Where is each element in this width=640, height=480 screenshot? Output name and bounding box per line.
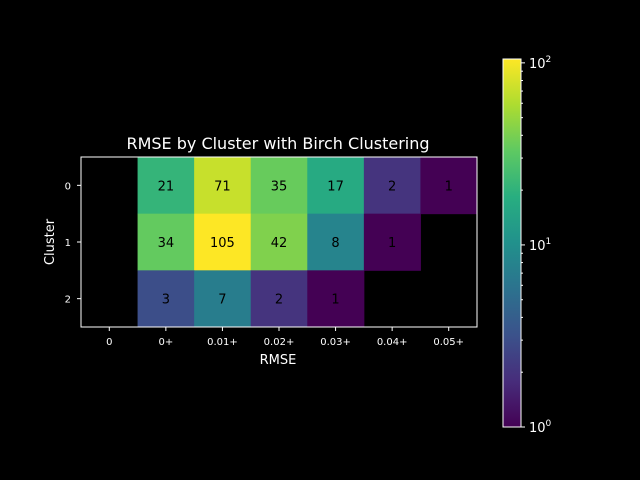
cell-value-label: 8	[331, 236, 339, 251]
cell-value-label: 1	[445, 179, 453, 194]
x-tick-label: 0	[106, 337, 112, 348]
heatmap-cell	[194, 157, 252, 215]
cell-value-label: 2	[275, 293, 283, 308]
y-axis-label: Cluster	[43, 218, 58, 265]
x-tick-label: 0.01+	[207, 337, 238, 348]
heatmap-cell	[250, 213, 308, 271]
heatmap-cell	[307, 157, 365, 215]
cell-value-label: 42	[271, 236, 288, 251]
x-tick-label: 0.04+	[377, 337, 408, 348]
cell-value-label: 2	[388, 179, 396, 194]
colorbar-tick-label: 100	[529, 419, 552, 436]
heatmap-cell	[194, 213, 252, 271]
heatmap-cell	[363, 157, 421, 215]
cell-value-label: 1	[331, 293, 339, 308]
heatmap-cell	[420, 157, 478, 215]
cell-value-label: 35	[271, 179, 288, 194]
x-axis-label: RMSE	[260, 353, 297, 368]
heatmap-cell	[363, 213, 421, 271]
heatmap-cell	[250, 157, 308, 215]
heatmap-cell	[307, 270, 365, 328]
heatmap-cell	[307, 213, 365, 271]
y-tick-label: 0	[65, 181, 71, 192]
cell-value-label: 71	[214, 179, 231, 194]
cell-value-label: 34	[158, 236, 175, 251]
y-tick-label: 2	[65, 295, 71, 306]
cell-value-label: 1	[388, 236, 396, 251]
x-axis: 0 0+ 0.01+ 0.02+ 0.03+ 0.04+ 0.05+	[106, 327, 464, 348]
heatmap-cell	[194, 270, 252, 328]
colorbar-tick-label: 101	[529, 237, 551, 254]
heatmap-cell	[137, 157, 195, 215]
heatmap-cell	[137, 270, 195, 328]
colorbar-tick-label: 102	[529, 55, 551, 72]
x-tick-label: 0.02+	[264, 337, 295, 348]
cell-value-label: 21	[158, 179, 175, 194]
y-tick-label: 1	[65, 238, 71, 249]
heatmap-cell	[250, 270, 308, 328]
y-axis: 0 1 2	[65, 181, 81, 306]
chart-title: RMSE by Cluster with Birch Clustering	[126, 134, 429, 153]
heatmap-cells: 21 71 35 17 2 134 105 42 8 13 7 2 1	[137, 157, 478, 328]
x-tick-label: 0+	[158, 337, 173, 348]
x-tick-label: 0.03+	[320, 337, 351, 348]
heatmap-cell	[137, 213, 195, 271]
x-tick-label: 0.05+	[433, 337, 464, 348]
cell-value-label: 17	[327, 179, 344, 194]
cell-value-label: 3	[162, 293, 170, 308]
cell-value-label: 105	[210, 236, 235, 251]
colorbar	[502, 58, 522, 428]
colorbar-axis: 100 101 102	[521, 55, 552, 436]
cell-value-label: 7	[218, 293, 226, 308]
